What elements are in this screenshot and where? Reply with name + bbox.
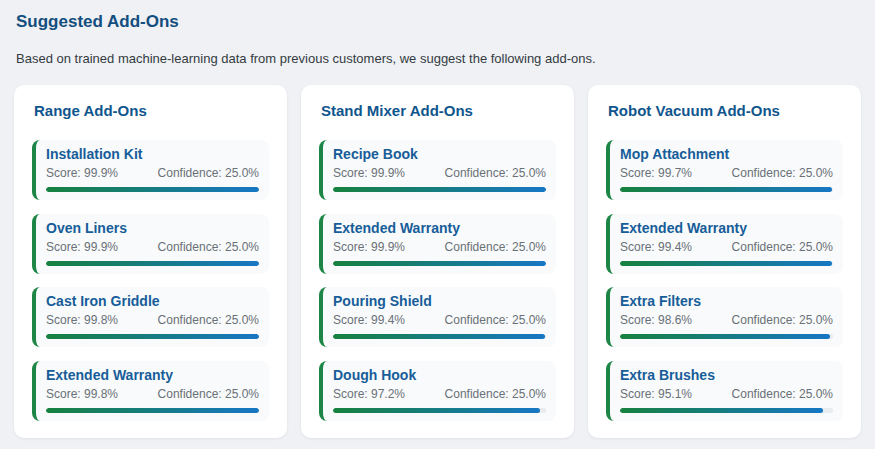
addon-score: Score: 99.9% [46,166,118,180]
page-subtitle: Based on trained machine-learning data f… [16,51,861,67]
score-bar-fill [333,187,546,192]
score-bar-fill [333,408,540,413]
addon-confidence: Confidence: 25.0% [445,240,546,254]
addon-name: Recipe Book [333,146,546,163]
card-title: Robot Vacuum Add-Ons [608,101,843,120]
addon-score: Score: 98.6% [620,313,692,327]
score-bar-track [333,187,546,192]
addon-item: Installation Kit Score: 99.9% Confidence… [32,140,269,200]
addon-name: Extended Warranty [333,220,546,237]
card-items: Mop Attachment Score: 99.7% Confidence: … [606,140,843,421]
addon-name: Extra Brushes [620,367,833,384]
addon-item: Mop Attachment Score: 99.7% Confidence: … [606,140,843,200]
score-bar-track [46,408,259,413]
addon-name: Mop Attachment [620,146,833,163]
addon-confidence: Confidence: 25.0% [158,240,259,254]
score-bar-fill [333,334,545,339]
score-bar-track [620,334,833,339]
addon-score: Score: 99.9% [333,166,405,180]
addon-score: Score: 99.8% [46,387,118,401]
addon-confidence: Confidence: 25.0% [732,313,833,327]
addon-name: Oven Liners [46,220,259,237]
addon-score: Score: 99.9% [333,240,405,254]
addon-score: Score: 99.9% [46,240,118,254]
addon-confidence: Confidence: 25.0% [158,166,259,180]
addon-confidence: Confidence: 25.0% [732,387,833,401]
score-bar-fill [620,187,832,192]
addon-name: Dough Hook [333,367,546,384]
score-bar-fill [333,261,546,266]
addon-confidence: Confidence: 25.0% [732,240,833,254]
addon-score: Score: 99.7% [620,166,692,180]
addon-name: Cast Iron Griddle [46,293,259,310]
addon-cards-row: Range Add-Ons Installation Kit Score: 99… [14,85,861,438]
addon-name: Pouring Shield [333,293,546,310]
score-bar-track [46,334,259,339]
score-bar-track [333,261,546,266]
score-bar-track [46,261,259,266]
score-bar-track [333,334,546,339]
score-bar-track [620,187,833,192]
addon-confidence: Confidence: 25.0% [158,313,259,327]
addon-card: Stand Mixer Add-Ons Recipe Book Score: 9… [301,85,574,438]
score-bar-track [620,261,833,266]
card-items: Recipe Book Score: 99.9% Confidence: 25.… [319,140,556,421]
addon-name: Extended Warranty [46,367,259,384]
addon-item: Pouring Shield Score: 99.4% Confidence: … [319,287,556,347]
addon-score: Score: 99.4% [333,313,405,327]
card-items: Installation Kit Score: 99.9% Confidence… [32,140,269,421]
addon-confidence: Confidence: 25.0% [445,387,546,401]
addon-item: Recipe Book Score: 99.9% Confidence: 25.… [319,140,556,200]
addon-score: Score: 95.1% [620,387,692,401]
card-title: Stand Mixer Add-Ons [321,101,556,120]
addon-item: Extended Warranty Score: 99.4% Confidenc… [606,214,843,274]
score-bar-fill [46,187,259,192]
score-bar-track [620,408,833,413]
addon-item: Extended Warranty Score: 99.9% Confidenc… [319,214,556,274]
addon-name: Extended Warranty [620,220,833,237]
addon-name: Extra Filters [620,293,833,310]
score-bar-fill [620,261,832,266]
addon-item: Extra Filters Score: 98.6% Confidence: 2… [606,287,843,347]
addon-score: Score: 99.8% [46,313,118,327]
score-bar-track [333,408,546,413]
addon-confidence: Confidence: 25.0% [445,313,546,327]
addon-name: Installation Kit [46,146,259,163]
addon-item: Dough Hook Score: 97.2% Confidence: 25.0… [319,361,556,421]
addon-item: Cast Iron Griddle Score: 99.8% Confidenc… [32,287,269,347]
addon-card: Range Add-Ons Installation Kit Score: 99… [14,85,287,438]
addon-item: Oven Liners Score: 99.9% Confidence: 25.… [32,214,269,274]
addon-score: Score: 97.2% [333,387,405,401]
score-bar-track [46,187,259,192]
addon-confidence: Confidence: 25.0% [732,166,833,180]
score-bar-fill [46,408,259,413]
addon-score: Score: 99.4% [620,240,692,254]
addon-item: Extra Brushes Score: 95.1% Confidence: 2… [606,361,843,421]
addon-item: Extended Warranty Score: 99.8% Confidenc… [32,361,269,421]
score-bar-fill [620,334,830,339]
addon-confidence: Confidence: 25.0% [158,387,259,401]
addon-confidence: Confidence: 25.0% [445,166,546,180]
addon-card: Robot Vacuum Add-Ons Mop Attachment Scor… [588,85,861,438]
suggested-addons-page: Suggested Add-Ons Based on trained machi… [0,0,875,449]
page-title: Suggested Add-Ons [16,12,861,32]
card-title: Range Add-Ons [34,101,269,120]
score-bar-fill [46,334,259,339]
score-bar-fill [620,408,823,413]
score-bar-fill [46,261,259,266]
